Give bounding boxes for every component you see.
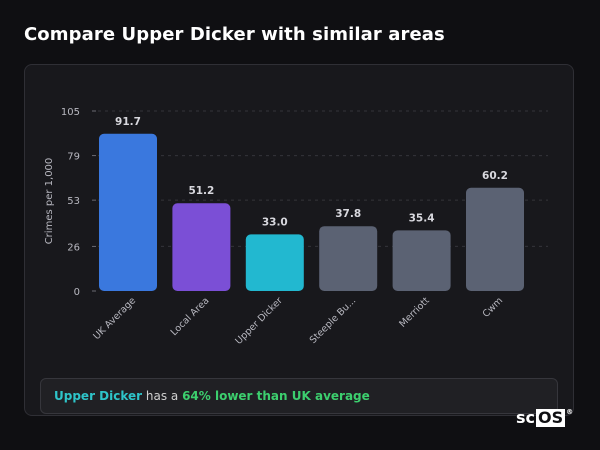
logo-boxed: OS: [536, 408, 566, 427]
bar-2: [245, 234, 304, 291]
bar-0: [99, 133, 157, 291]
page-title: Compare Upper Dicker with similar areas: [24, 24, 445, 45]
y-tick-label: 26: [67, 242, 80, 253]
x-category-label: Upper Dicker: [233, 295, 285, 347]
bar-value-label: 33.0: [262, 216, 288, 228]
summary-text: has a: [142, 389, 183, 403]
x-category-label: UK Average: [91, 295, 138, 342]
bar-value-label: 60.2: [482, 170, 508, 182]
bar-value-label: 51.2: [188, 185, 214, 197]
summary-place: Upper Dicker: [54, 389, 143, 403]
y-tick-label: 105: [61, 107, 80, 118]
x-category-label: Steeple Bu...: [308, 295, 359, 346]
bar-4: [392, 230, 451, 291]
x-category-label: Merriott: [397, 295, 432, 330]
bar-value-label: 35.4: [409, 212, 435, 224]
logo-prefix: sc: [516, 408, 536, 427]
bar-value-label: 91.7: [115, 116, 141, 128]
bar-5: [466, 187, 524, 291]
y-tick-label: 0: [74, 287, 80, 298]
x-category-label: Local Area: [169, 295, 212, 338]
bar-1: [172, 203, 231, 291]
bar-value-label: 37.8: [335, 208, 361, 220]
comparison-summary: Upper Dicker has a 64% lower than UK ave…: [40, 378, 558, 414]
y-tick-label: 79: [67, 152, 80, 163]
bar-3: [319, 226, 378, 291]
y-tick-label: 53: [67, 196, 80, 207]
x-category-label: Cwm: [481, 295, 506, 320]
logo-mark: ®: [566, 408, 574, 416]
summary-difference: 64% lower than UK average: [182, 389, 370, 403]
y-axis-label: Crimes per 1,000: [44, 158, 55, 245]
scos-logo: sc OS ®: [516, 408, 573, 427]
